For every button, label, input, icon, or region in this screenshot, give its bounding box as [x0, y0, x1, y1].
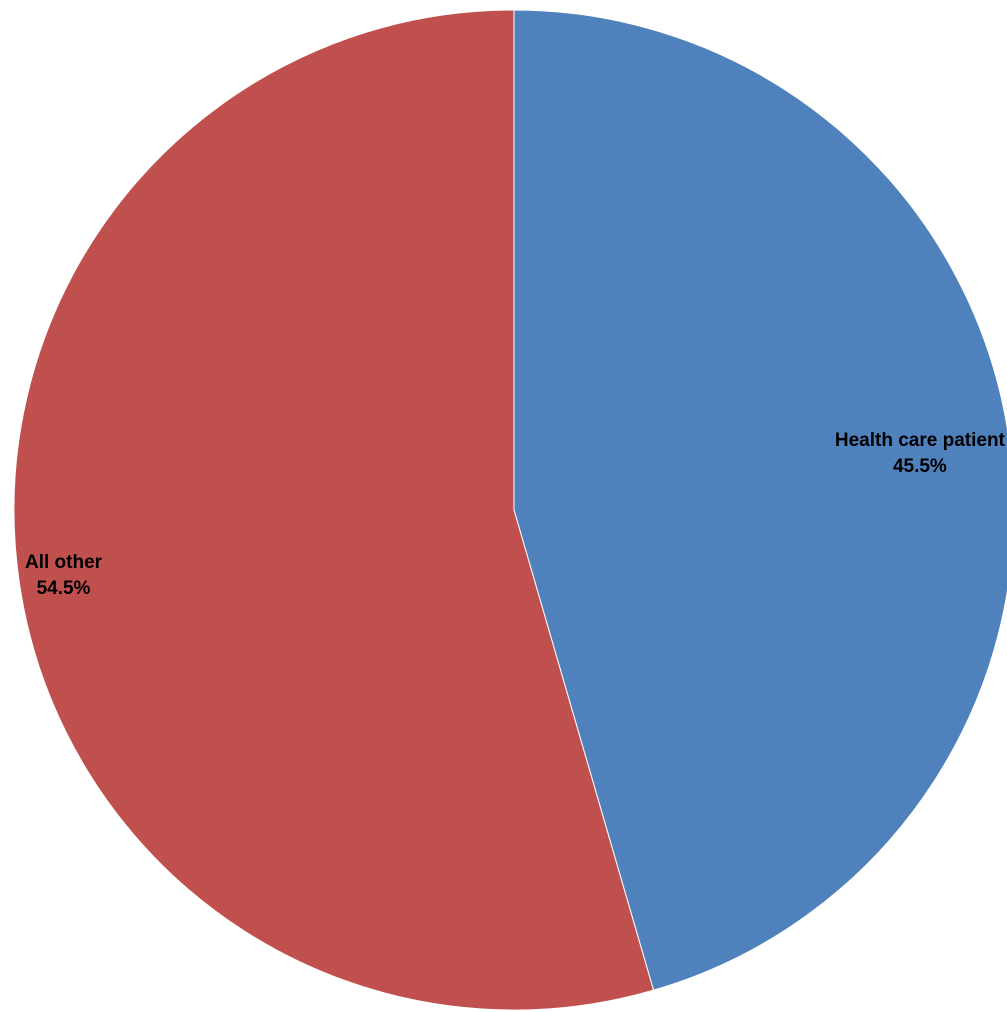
pie-slice-health-care-patient — [513, 9, 1007, 991]
slice-category-label: Health care patient — [835, 430, 1006, 451]
labels-layer: Health care patient 45.5% All other 54.5% — [25, 430, 1006, 599]
pie-label-all-other: All other 54.5% — [25, 552, 103, 599]
pie-label-health-care-patient: Health care patient 45.5% — [835, 430, 1006, 477]
pie-slice-all-other — [13, 9, 655, 1011]
slice-category-label: All other — [25, 552, 103, 573]
slice-value-label: 45.5% — [893, 456, 947, 477]
slice-value-label: 54.5% — [37, 578, 91, 599]
slices-layer — [13, 9, 1007, 1011]
